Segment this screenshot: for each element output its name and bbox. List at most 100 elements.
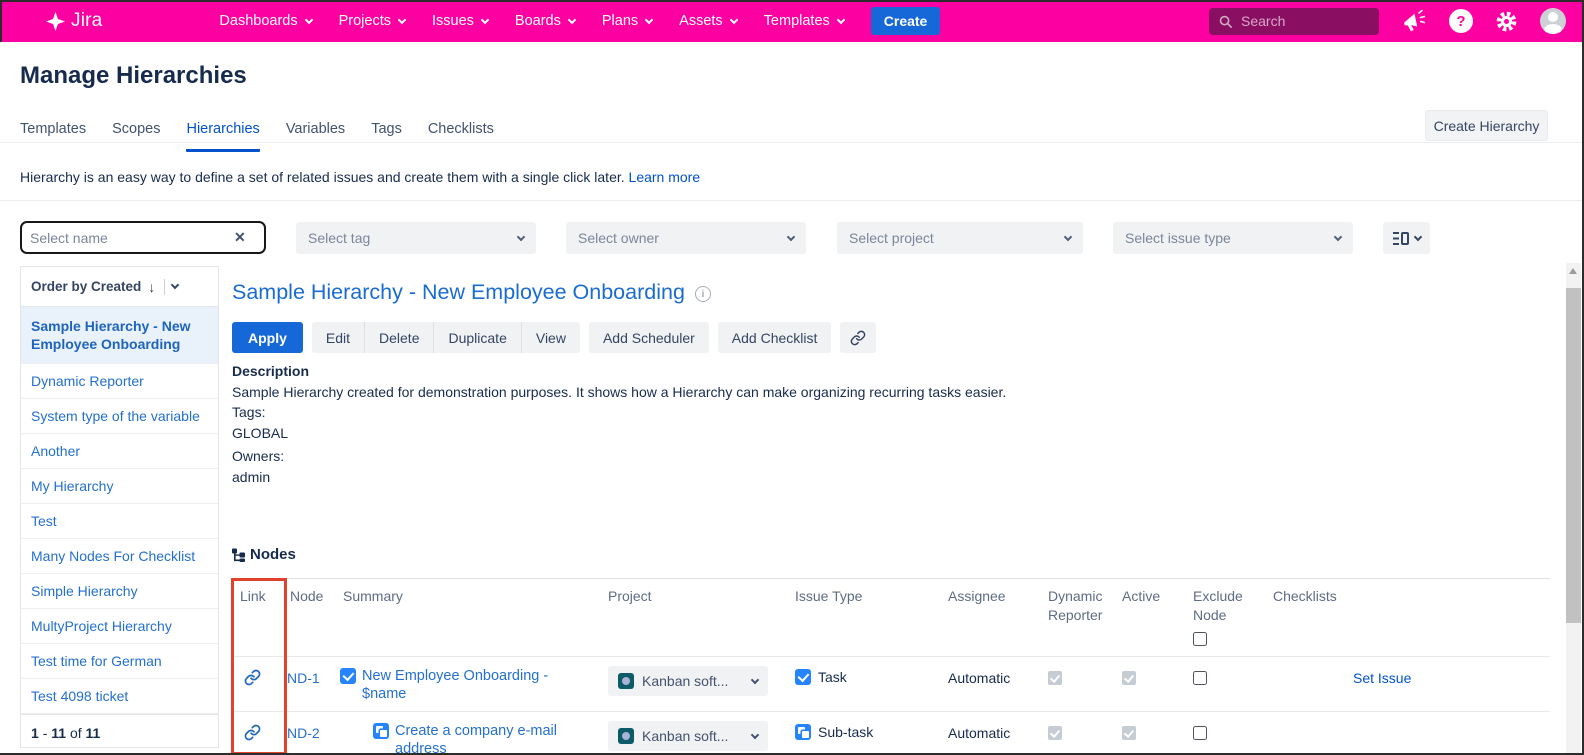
create-button[interactable]: Create [870,7,941,35]
list-item[interactable]: System type of the variable [21,399,218,434]
set-issue-link[interactable]: Set Issue [1353,670,1412,686]
project-avatar-icon [618,673,634,689]
order-by-control[interactable]: Order by Created ↓ [21,267,218,307]
nav-right: ? [1209,0,1566,42]
nodes-heading: Nodes [232,546,296,563]
select-tag-dropdown[interactable]: Select tag [296,222,536,254]
apply-button[interactable]: Apply [232,322,303,353]
chevron-down-icon [836,15,846,24]
project-select[interactable]: Kanban soft... [608,721,768,751]
list-item-selected[interactable]: Sample Hierarchy - New Employee Onboardi… [21,307,218,364]
learn-more-link[interactable]: Learn more [628,169,701,185]
copy-link-button[interactable] [840,322,877,353]
owners-label: Owners: [232,448,285,464]
chevron-down-icon [1413,232,1422,241]
user-avatar[interactable] [1540,8,1566,34]
list-item[interactable]: Many Nodes For Checklist [21,539,218,574]
chevron-down-icon [729,15,738,24]
list-item[interactable]: My Hierarchy [21,469,218,504]
name-filter: ✕ [20,221,266,254]
scroll-up-arrow-icon[interactable] [1569,268,1577,274]
help-icon[interactable]: ? [1449,9,1473,33]
active-checkbox [1122,671,1136,685]
col-assignee: Assignee [948,588,1006,604]
tab-hierarchies[interactable]: Hierarchies [186,121,260,152]
edit-button[interactable]: Edit [311,322,365,353]
summary-link[interactable]: Create a company e-mail address [395,723,557,755]
link-icon[interactable] [232,657,287,711]
exclude-all-checkbox[interactable] [1193,632,1207,646]
chevron-down-icon [786,232,796,241]
delete-button[interactable]: Delete [364,322,434,353]
vertical-scrollbar[interactable] [1566,263,1581,755]
chevron-down-icon [644,15,654,24]
window-frame [0,753,1584,755]
nav-item-boards[interactable]: Boards [515,13,577,29]
link-icon[interactable] [232,712,287,755]
list-item[interactable]: Simple Hierarchy [21,574,218,609]
hierarchy-tree-icon [232,548,245,562]
tab-checklists[interactable]: Checklists [427,121,494,137]
megaphone-icon[interactable] [1401,9,1427,33]
view-button[interactable]: View [520,322,580,353]
issue-type-cell: Task [790,657,943,711]
duplicate-button[interactable]: Duplicate [433,322,521,353]
summary-link[interactable]: New Employee Onboarding - $name [362,668,549,702]
node-key-link[interactable]: ND-2 [287,725,320,741]
select-name-input[interactable] [22,229,232,246]
tab-scopes[interactable]: Scopes [112,121,161,137]
select-project-dropdown[interactable]: Select project [837,222,1083,254]
nav-item-issues[interactable]: Issues [432,13,490,29]
description-label: Description [232,363,310,379]
list-item[interactable]: MultyProject Hierarchy [21,609,218,644]
search-input[interactable] [1241,13,1370,29]
clear-icon[interactable]: ✕ [234,229,246,245]
info-icon[interactable]: i [694,286,711,302]
sort-desc-icon: ↓ [148,278,156,295]
project-avatar-icon [618,728,634,744]
window-frame [0,0,1584,2]
list-item[interactable]: Test time for German [21,644,218,679]
chevron-down-icon [397,15,407,24]
select-owner-dropdown[interactable]: Select owner [566,222,806,254]
jira-logo[interactable]: Jira [46,10,102,32]
checklist-cell [1265,712,1550,755]
task-icon [795,669,811,685]
nav-item-assets[interactable]: Assets [679,13,738,29]
tabs-divider [0,142,1584,143]
nav-item-templates[interactable]: Templates [764,13,846,29]
active-cell [1115,712,1187,755]
list-item[interactable]: Test 4098 ticket [21,679,218,714]
subtask-icon [373,723,389,739]
table-row: ND-2 Create a company e-mail address Kan… [232,711,1550,755]
create-hierarchy-button[interactable]: Create Hierarchy [1425,110,1548,141]
tab-tags[interactable]: Tags [371,121,402,137]
exclude-checkbox[interactable] [1193,726,1207,740]
nodes-table: Link Node Summary Project Issue Type Ass… [232,578,1550,755]
list-item[interactable]: Test [21,504,218,539]
scrollbar-thumb[interactable] [1566,288,1581,623]
list-item[interactable]: Dynamic Reporter [21,364,218,399]
add-scheduler-button[interactable]: Add Scheduler [588,322,709,353]
col-link: Link [240,588,266,604]
list-item[interactable]: Another [21,434,218,469]
nav-item-dashboards[interactable]: Dashboards [219,13,313,29]
global-search[interactable] [1209,7,1379,35]
hierarchy-list-panel: Order by Created ↓ Sample Hierarchy - Ne… [20,266,219,748]
project-select[interactable]: Kanban soft... [608,666,768,696]
tab-variables[interactable]: Variables [285,121,346,137]
tab-templates[interactable]: Templates [20,121,87,137]
exclude-checkbox[interactable] [1193,671,1207,685]
nav-item-projects[interactable]: Projects [339,13,407,29]
nav-item-plans[interactable]: Plans [602,13,654,29]
col-checklists: Checklists [1273,588,1337,604]
gear-icon[interactable] [1495,10,1518,33]
chevron-down-icon [750,730,760,739]
view-toggle-button[interactable] [1383,222,1430,254]
window-frame [0,0,2,42]
node-key-link[interactable]: ND-1 [287,670,320,686]
select-issue-type-dropdown[interactable]: Select issue type [1113,222,1353,254]
action-button-group: Edit Delete Duplicate View [311,322,580,353]
add-checklist-button[interactable]: Add Checklist [717,322,832,353]
